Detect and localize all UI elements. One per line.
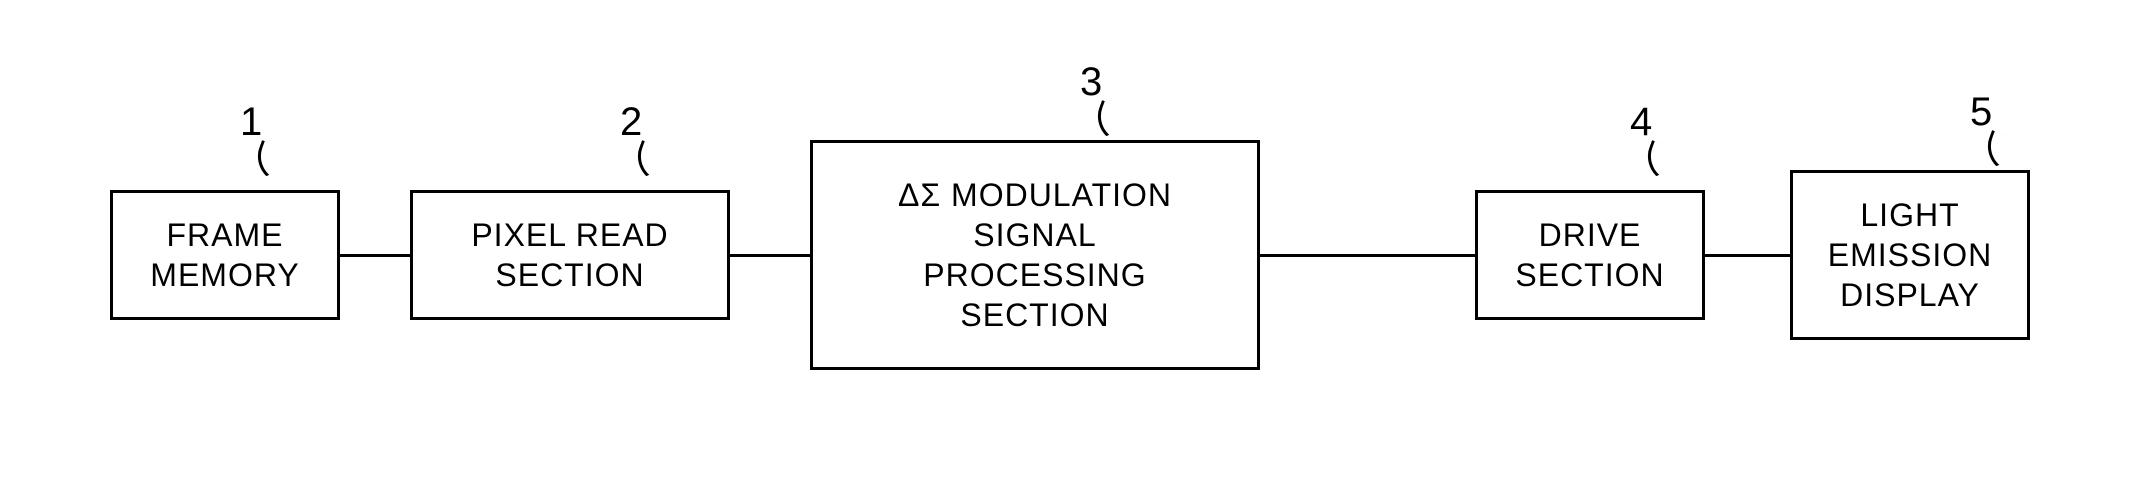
ref-number: 2 bbox=[620, 100, 642, 145]
edge bbox=[1260, 254, 1475, 257]
block-pixel-read: PIXEL READ SECTION bbox=[410, 190, 730, 320]
diagram-canvas: FRAME MEMORY 1 PIXEL READ SECTION 2 ΔΣ M… bbox=[0, 0, 2139, 500]
block-drive-section: DRIVE SECTION bbox=[1475, 190, 1705, 320]
ref-leader-icon bbox=[642, 140, 682, 180]
ref-number: 5 bbox=[1970, 90, 1992, 135]
edge bbox=[340, 254, 410, 257]
block-label: FRAME MEMORY bbox=[150, 215, 299, 295]
block-label: ΔΣ MODULATION SIGNAL PROCESSING SECTION bbox=[898, 175, 1172, 335]
block-label: DRIVE SECTION bbox=[1515, 215, 1664, 295]
ref-number: 3 bbox=[1080, 60, 1102, 105]
block-label: LIGHT EMISSION DISPLAY bbox=[1828, 195, 1992, 315]
edge bbox=[730, 254, 810, 257]
block-light-emission-display: LIGHT EMISSION DISPLAY bbox=[1790, 170, 2030, 340]
block-frame-memory: FRAME MEMORY bbox=[110, 190, 340, 320]
edge bbox=[1705, 254, 1790, 257]
ref-number: 1 bbox=[240, 100, 262, 145]
block-label: PIXEL READ SECTION bbox=[471, 215, 668, 295]
block-delta-sigma: ΔΣ MODULATION SIGNAL PROCESSING SECTION bbox=[810, 140, 1260, 370]
ref-leader-icon bbox=[262, 140, 302, 180]
ref-leader-icon bbox=[1992, 130, 2032, 170]
ref-leader-icon bbox=[1652, 140, 1692, 180]
ref-leader-icon bbox=[1102, 100, 1142, 140]
ref-number: 4 bbox=[1630, 100, 1652, 145]
